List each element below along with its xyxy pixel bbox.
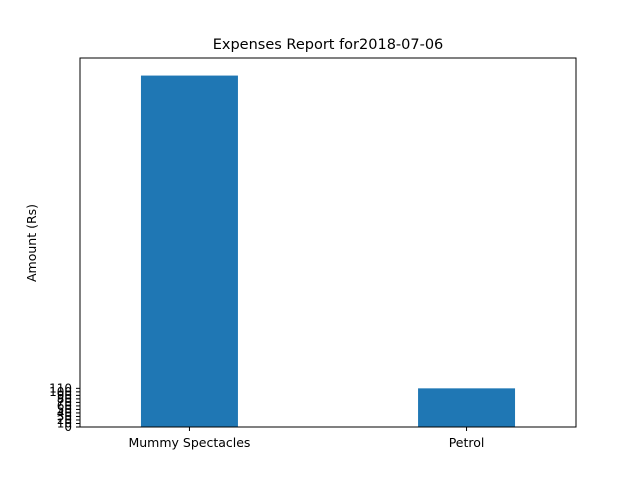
y-tick-label: 80 bbox=[57, 392, 72, 406]
y-axis-label: Amount (Rs) bbox=[24, 204, 39, 282]
y-tick-label: 40 bbox=[57, 406, 72, 420]
x-ticks-group: Mummy Spectacles Petrol bbox=[128, 427, 484, 450]
bar-petrol bbox=[418, 388, 516, 427]
bars-group bbox=[140, 75, 516, 428]
bar-mummy-spectacles bbox=[140, 75, 238, 428]
y-tick-label: 0 bbox=[64, 420, 72, 434]
y-tick-label: 20 bbox=[57, 413, 72, 427]
plot-frame bbox=[79, 57, 577, 428]
chart-title: Expenses Report for2018-07-06 bbox=[213, 37, 444, 53]
y-tick-label: 10 bbox=[57, 416, 72, 430]
y-tick-label: 70 bbox=[57, 395, 72, 409]
y-tick-label: 110 bbox=[49, 381, 72, 395]
y-tick-label: 60 bbox=[57, 399, 72, 413]
x-tick-label: Petrol bbox=[449, 435, 485, 450]
y-tick-label: 100 bbox=[49, 385, 72, 399]
y-tick-label: 30 bbox=[57, 409, 72, 423]
y-tick-label: 90 bbox=[57, 388, 72, 402]
x-tick-label: Mummy Spectacles bbox=[128, 435, 250, 450]
y-tick-label: 50 bbox=[57, 402, 72, 416]
